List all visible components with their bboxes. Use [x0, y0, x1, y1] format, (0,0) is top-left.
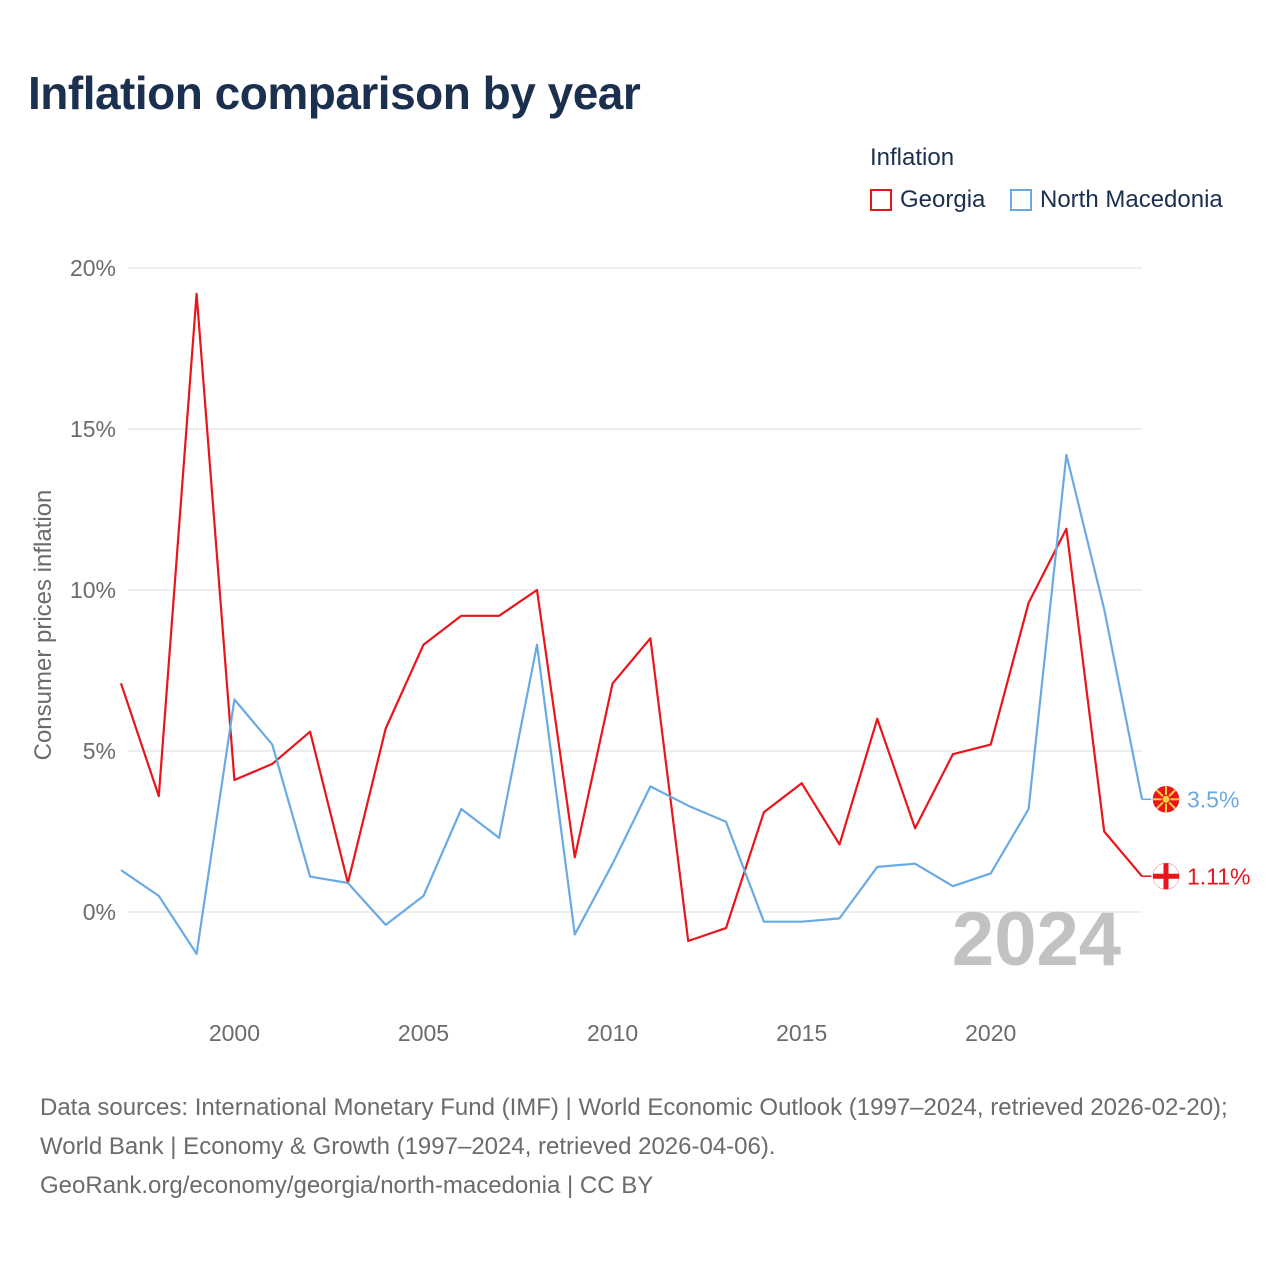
footer: Data sources: International Monetary Fun…	[40, 1088, 1250, 1205]
gridlines	[128, 267, 1142, 913]
y-tick-label: 20%	[70, 255, 116, 281]
end-value-label-georgia: 1.11%	[1187, 863, 1251, 889]
series-lines	[119, 292, 1144, 956]
data-sources-text: Data sources: International Monetary Fun…	[40, 1094, 1228, 1160]
source-link[interactable]: GeoRank.org/economy/georgia/north-macedo…	[40, 1172, 654, 1199]
flag-icon-georgia	[1151, 861, 1181, 892]
series-line-north-macedonia	[120, 453, 1144, 956]
y-tick-label: 5%	[83, 738, 116, 764]
legend-title: Inflation	[870, 144, 955, 171]
y-axis-ticks: 0% 5% 10% 15% 20%	[70, 255, 116, 925]
end-value-label-north-macedonia: 3.5%	[1187, 786, 1239, 812]
x-tick-label: 2010	[587, 1020, 638, 1046]
x-tick-label: 2000	[209, 1020, 260, 1046]
series-end-markers: 1.11% 3.5%	[1142, 784, 1251, 892]
chart-title: Inflation comparison by year	[28, 67, 641, 119]
series-line-georgia	[119, 292, 1143, 943]
legend-swatch-north-macedonia	[1010, 189, 1032, 211]
legend-label-georgia: Georgia	[900, 186, 986, 213]
x-axis-ticks: 2000 2005 2010 2015 2020	[209, 1020, 1016, 1046]
legend-label-north-macedonia: North Macedonia	[1040, 186, 1223, 213]
line-chart: 0% 5% 10% 15% 20% 2000 2005 2010 2015 2020 Consu…	[30, 255, 1251, 1046]
y-tick-label: 15%	[70, 416, 116, 442]
y-axis-label: Consumer prices inflation	[30, 490, 57, 761]
x-tick-label: 2015	[776, 1020, 827, 1046]
flag-icon-north-macedonia	[1151, 784, 1181, 815]
legend-item-georgia[interactable]: Georgia	[870, 186, 985, 214]
legend-swatch-georgia	[870, 189, 892, 211]
x-tick-label: 2005	[398, 1020, 449, 1046]
legend-item-north-macedonia[interactable]: North Macedonia	[1010, 186, 1223, 214]
y-tick-label: 0%	[83, 899, 116, 925]
year-watermark: 2024	[952, 897, 1121, 982]
y-tick-label: 10%	[70, 577, 116, 603]
x-tick-label: 2020	[965, 1020, 1016, 1046]
